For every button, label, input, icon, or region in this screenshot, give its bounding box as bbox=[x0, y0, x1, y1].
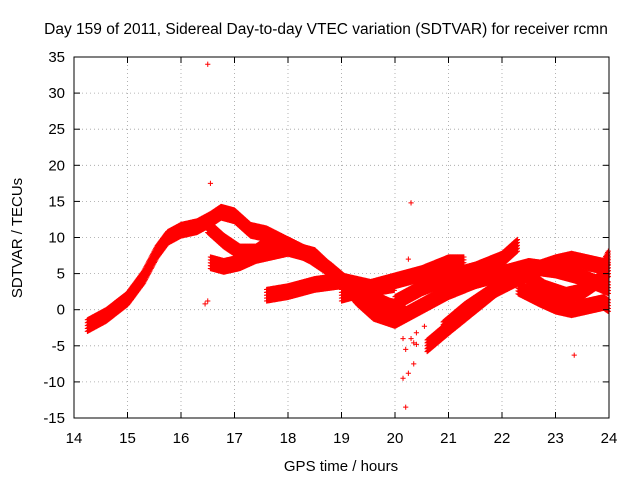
data-series-sdtvar bbox=[84, 61, 611, 410]
grid-lines bbox=[74, 57, 609, 418]
